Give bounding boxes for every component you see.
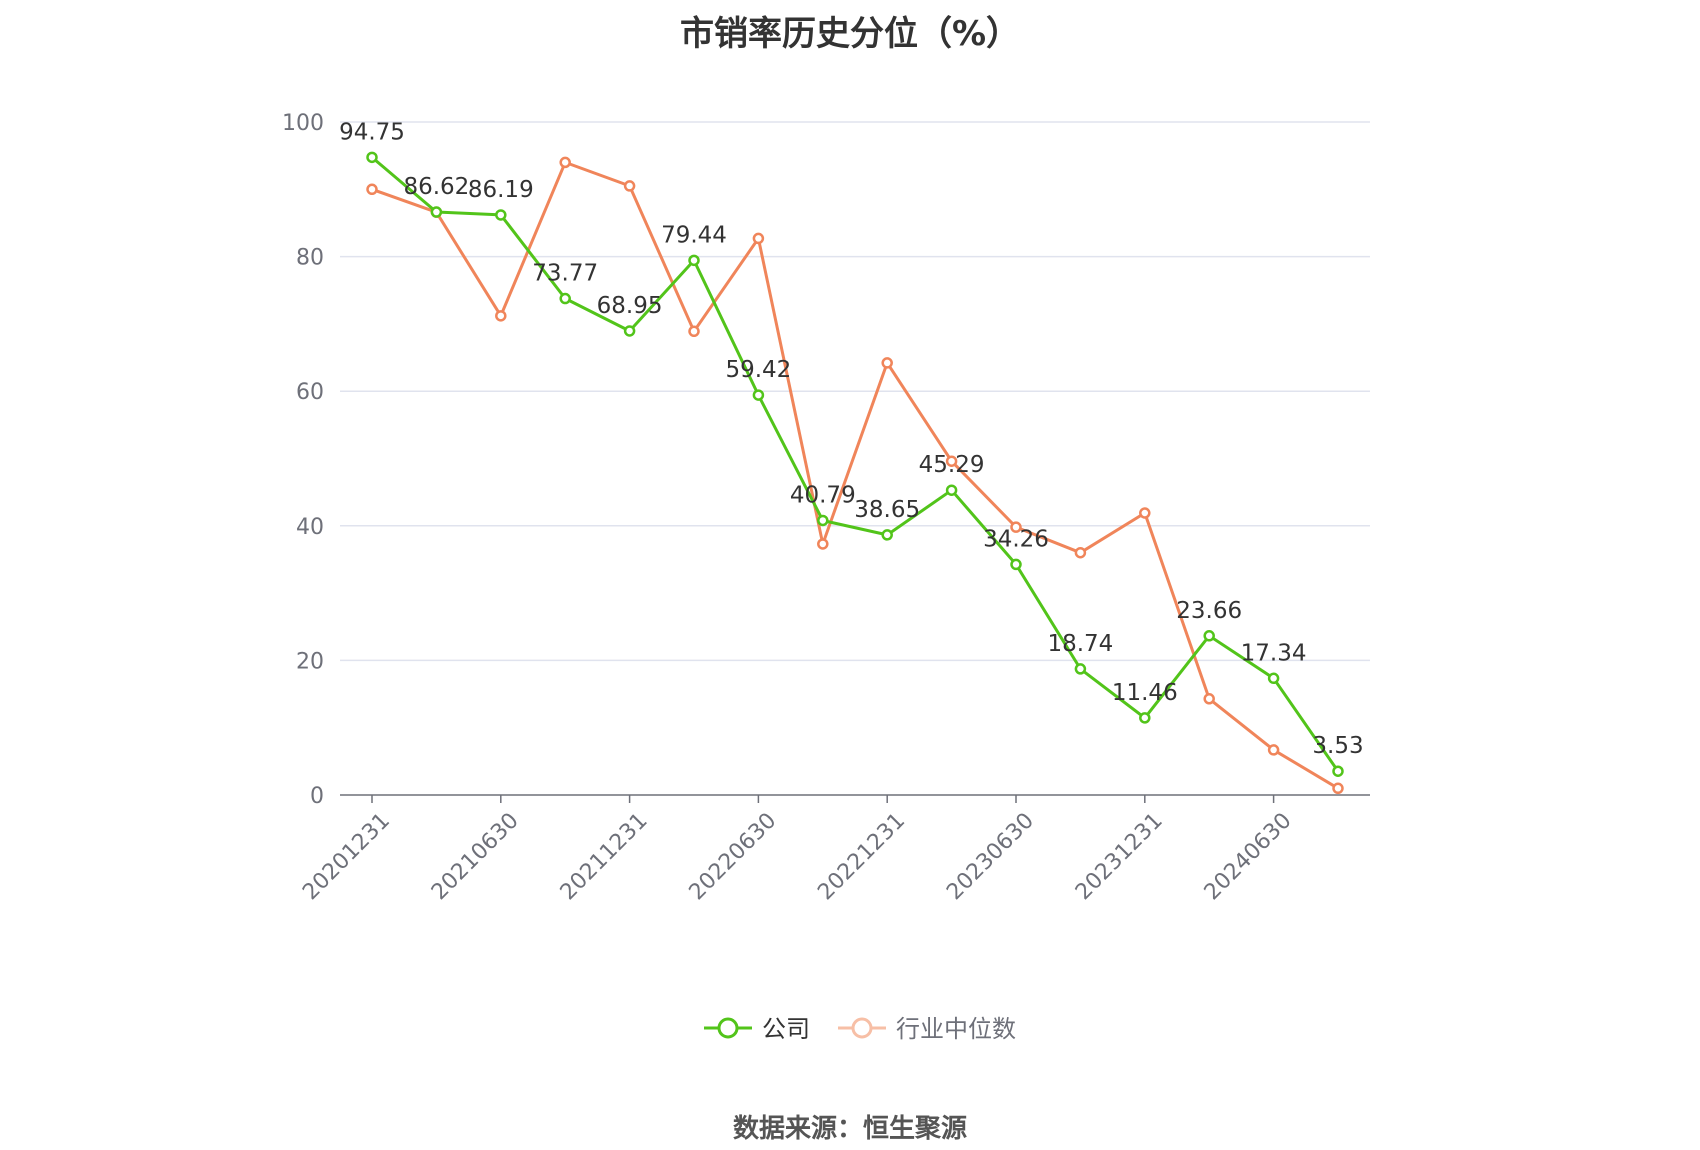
data-point (1074, 546, 1087, 559)
data-label: 79.44 (661, 222, 727, 248)
y-tick-label: 60 (296, 380, 324, 405)
data-point (1203, 693, 1215, 705)
data-label: 86.62 (403, 174, 469, 200)
data-point (495, 209, 507, 221)
data-point (623, 325, 636, 337)
data-point (881, 529, 893, 541)
y-tick-label: 20 (296, 649, 324, 674)
x-tick-label: 20220630 (685, 808, 782, 905)
data-point (945, 455, 958, 467)
data-point (752, 389, 765, 401)
legend-item[interactable]: 行业中位数 (838, 1015, 1016, 1043)
data-point (495, 310, 507, 322)
legend[interactable]: 公司 行业中位数 (704, 1015, 1016, 1043)
y-tick-label: 0 (310, 784, 324, 809)
y-tick-label: 40 (296, 515, 324, 540)
legend-item[interactable]: 公司 (704, 1015, 810, 1043)
data-label: 68.95 (597, 293, 663, 319)
data-point (366, 183, 378, 196)
data-label: 40.79 (790, 482, 856, 508)
data-point (817, 514, 829, 527)
legend-label: 行业中位数 (896, 1015, 1016, 1043)
data-label: 38.65 (854, 497, 920, 523)
legend-label: 公司 (762, 1015, 810, 1043)
legend-swatch-marker (717, 1017, 739, 1039)
data-label: 34.26 (983, 526, 1049, 552)
data-point (1332, 765, 1344, 777)
data-label: 94.75 (339, 119, 405, 145)
data-point (623, 180, 636, 192)
series-layer (366, 151, 1344, 795)
data-point (430, 206, 443, 218)
x-tick-label: 20210630 (427, 808, 524, 905)
data-point (559, 292, 571, 305)
series-line (371, 156, 1340, 773)
data-point (1139, 507, 1151, 519)
series-line (371, 160, 1339, 790)
data-point (1139, 712, 1151, 724)
legend-swatch-marker (851, 1017, 873, 1039)
y-tick-label: 100 (282, 111, 324, 136)
data-point (366, 151, 378, 164)
data-label: 3.53 (1312, 733, 1363, 759)
chart-title: 市销率历史分位（%） (679, 14, 1021, 54)
data-point (1074, 663, 1087, 675)
data-point (1010, 558, 1022, 571)
x-tick-label: 20201231 (298, 808, 395, 905)
data-point (1267, 744, 1280, 756)
data-point (817, 538, 829, 550)
data-point (1010, 521, 1022, 533)
data-label: 73.77 (532, 261, 598, 287)
x-tick-label: 20211231 (556, 808, 653, 905)
grid-layer (340, 121, 1370, 662)
data-point (752, 232, 765, 245)
data-point (881, 357, 893, 369)
source-text: 数据来源：恒生聚源 (732, 1114, 967, 1144)
data-label: 59.42 (725, 357, 791, 383)
y-tick-label: 80 (296, 246, 324, 271)
data-label: 18.74 (1047, 631, 1113, 657)
data-point (1332, 782, 1344, 795)
data-label: 45.29 (919, 452, 985, 478)
data-point (1267, 672, 1280, 685)
data-label: 11.46 (1112, 680, 1178, 706)
x-tick-label: 20240630 (1200, 808, 1297, 905)
data-label: 23.66 (1176, 598, 1242, 624)
data-point (1203, 630, 1215, 642)
data-point (688, 254, 700, 267)
x-tick-label: 20221231 (813, 808, 910, 905)
x-tick-label: 20230630 (942, 808, 1039, 905)
data-label: 17.34 (1241, 640, 1307, 666)
data-label: 86.19 (468, 177, 534, 203)
data-point (688, 325, 700, 338)
x-tick-label: 20231231 (1071, 808, 1168, 905)
data-point (945, 484, 958, 496)
data-point (559, 156, 571, 169)
